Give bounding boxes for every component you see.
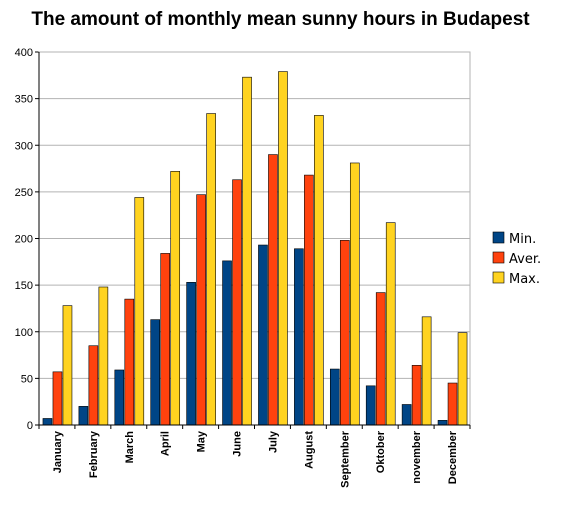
y-tick-label: 100 <box>15 327 33 339</box>
bar <box>98 286 109 426</box>
x-category-label: Oktober <box>375 430 387 473</box>
bar <box>349 162 360 426</box>
bar <box>457 332 468 426</box>
bar <box>411 365 422 426</box>
legend-label: Max. <box>509 272 540 287</box>
x-category-label: February <box>88 430 100 478</box>
x-category-label: March <box>124 431 136 464</box>
bar <box>242 76 252 426</box>
y-tick-label: 300 <box>15 140 33 152</box>
bar <box>150 319 161 426</box>
legend-label: Aver. <box>509 252 541 267</box>
x-category-label: December <box>447 430 459 484</box>
y-tick-label: 0 <box>27 420 33 432</box>
bar <box>232 179 242 426</box>
y-tick-label: 400 <box>15 47 33 59</box>
bar <box>114 369 125 426</box>
x-category-label: January <box>52 430 64 473</box>
bar <box>52 371 63 426</box>
bar <box>124 298 135 426</box>
y-tick-label: 350 <box>15 94 33 106</box>
x-category-label: August <box>303 431 315 469</box>
bar <box>375 292 386 426</box>
y-tick-label: 50 <box>21 373 33 385</box>
bar <box>421 316 432 426</box>
bar <box>278 71 288 426</box>
y-tick-label: 250 <box>15 187 33 199</box>
bar <box>206 113 216 426</box>
bar <box>365 385 376 426</box>
y-tick-label: 150 <box>15 280 33 292</box>
bar <box>160 253 171 426</box>
legend-label: Min. <box>509 232 536 247</box>
bars <box>42 71 468 426</box>
bar <box>339 240 350 426</box>
bar <box>314 115 324 426</box>
legend: Min. Aver. Max. <box>492 231 541 287</box>
axes <box>35 51 471 429</box>
bar <box>62 305 73 426</box>
x-category-label: May <box>196 430 208 452</box>
x-category-label: november <box>411 430 423 483</box>
bar <box>170 171 181 426</box>
tick-labels: 0 50 100 150 200 250 300 350 400 January February M… <box>15 47 459 488</box>
bar <box>385 222 396 426</box>
bar <box>329 368 340 426</box>
bar <box>447 382 458 426</box>
x-category-label: April <box>160 431 172 456</box>
bar <box>258 244 268 426</box>
legend-swatch <box>492 231 505 244</box>
bar <box>437 420 448 426</box>
legend-swatch <box>492 251 505 264</box>
x-category-label: July <box>267 430 279 453</box>
bar <box>42 418 53 426</box>
chart-title: The amount of monthly mean sunny hours i… <box>31 9 530 30</box>
bar <box>294 248 304 426</box>
bar <box>304 174 314 426</box>
bar <box>222 260 232 426</box>
bar <box>268 154 278 426</box>
legend-swatch <box>492 271 505 284</box>
bar <box>196 194 206 426</box>
bar <box>78 406 89 426</box>
bar <box>401 404 412 426</box>
bar <box>186 282 196 426</box>
x-category-label: June <box>232 431 244 457</box>
bar <box>134 197 145 426</box>
bar <box>88 345 99 426</box>
y-tick-label: 200 <box>15 234 33 246</box>
x-category-label: September <box>339 430 351 488</box>
